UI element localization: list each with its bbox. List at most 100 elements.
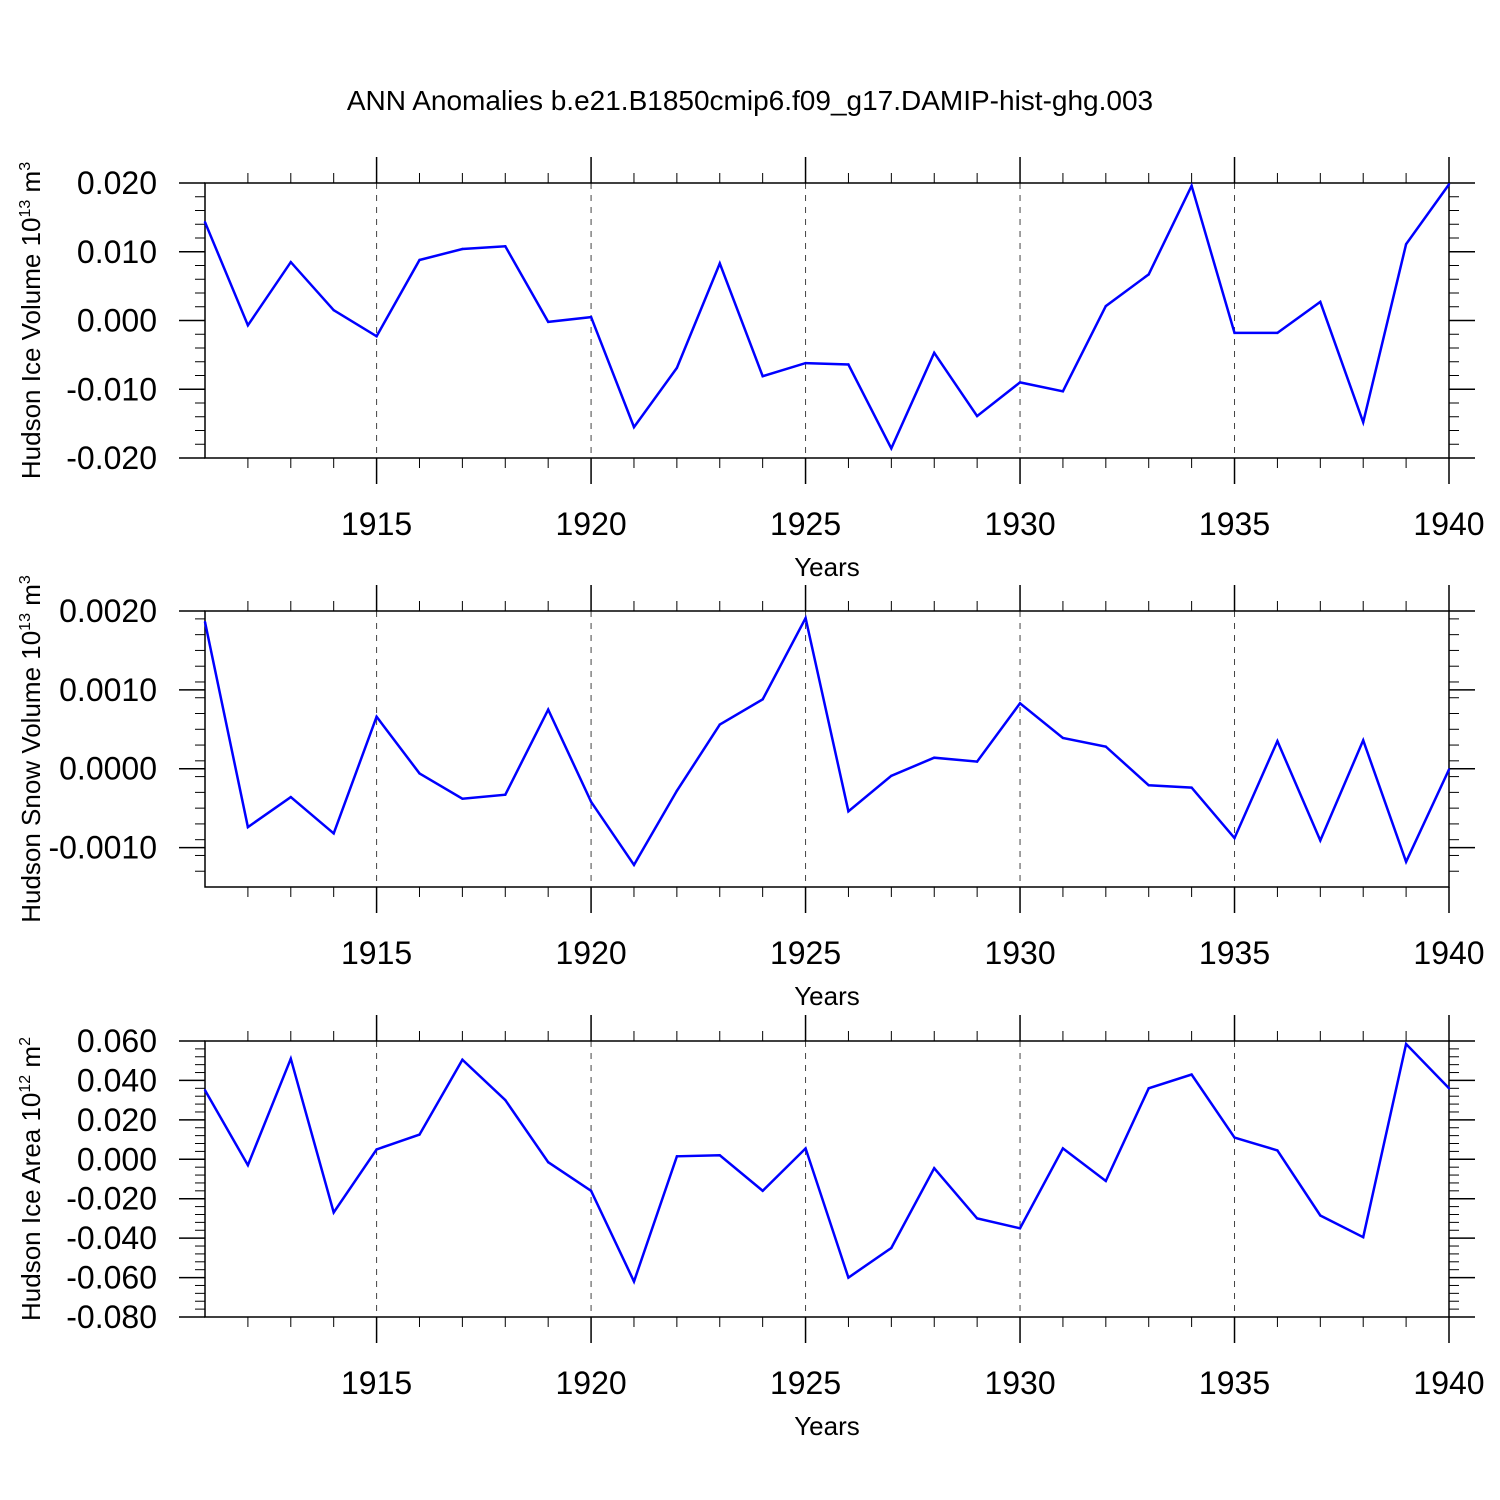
data-point bbox=[1190, 1073, 1193, 1076]
y-axis-label: Hudson Ice Area 1012 m2 bbox=[16, 1037, 46, 1321]
data-point bbox=[1190, 786, 1193, 789]
y-tick-label: -0.020 bbox=[66, 440, 157, 476]
x-tick-label: 1920 bbox=[555, 935, 626, 971]
data-point bbox=[461, 1058, 464, 1061]
data-point bbox=[1018, 702, 1022, 705]
data-point bbox=[332, 308, 335, 312]
data-point bbox=[1447, 1087, 1451, 1090]
data-point bbox=[847, 810, 850, 813]
data-point bbox=[375, 715, 378, 718]
series-line-snow-volume bbox=[203, 614, 1451, 868]
data-point bbox=[1319, 1214, 1322, 1217]
x-axis-label: Years bbox=[794, 552, 860, 582]
y-tick-label: 0.0010 bbox=[59, 672, 157, 708]
x-tick-label: 1935 bbox=[1199, 506, 1270, 542]
x-axis-label: Years bbox=[794, 981, 860, 1011]
data-point bbox=[675, 366, 679, 370]
y-tick-label: -0.040 bbox=[66, 1220, 157, 1256]
y-tick-label: 0.010 bbox=[77, 234, 157, 270]
data-point bbox=[1233, 836, 1236, 840]
data-point bbox=[632, 1280, 636, 1283]
data-point bbox=[890, 1246, 893, 1250]
data-point bbox=[546, 320, 550, 324]
data-point bbox=[332, 1211, 335, 1214]
data-point bbox=[1104, 745, 1108, 748]
y-tick-label: 0.0000 bbox=[59, 751, 157, 787]
plot-frame bbox=[204, 610, 1450, 888]
data-point bbox=[289, 1057, 292, 1060]
data-point bbox=[804, 616, 807, 620]
data-point bbox=[1147, 273, 1150, 276]
data-point bbox=[1104, 304, 1108, 308]
data-point bbox=[504, 1098, 507, 1102]
x-tick-label: 1915 bbox=[341, 1365, 412, 1401]
panel-ice-area: 1915 1920 1925 1930 1935 1940 Years -0.080-0.06… bbox=[16, 1015, 1485, 1441]
y-tick-label: 0.060 bbox=[77, 1023, 157, 1059]
data-point bbox=[1447, 183, 1451, 186]
data-point bbox=[289, 260, 292, 264]
data-point bbox=[975, 760, 979, 763]
x-tick-label: 1925 bbox=[770, 935, 841, 971]
y-tick-label: 0.000 bbox=[77, 1141, 157, 1177]
y-tick-label: 0.0020 bbox=[59, 593, 157, 629]
x-tick-label: 1930 bbox=[984, 1365, 1055, 1401]
data-point bbox=[933, 351, 936, 355]
y-tick-label: 0.020 bbox=[77, 1102, 157, 1138]
y-tick-label: 0.020 bbox=[77, 165, 157, 201]
y-tick-label: 0.040 bbox=[77, 1062, 157, 1098]
y-tick-label: -0.020 bbox=[66, 1181, 157, 1217]
data-point bbox=[375, 1148, 378, 1151]
data-point bbox=[761, 1189, 764, 1193]
y-tick-label: -0.060 bbox=[66, 1260, 157, 1296]
y-tick-label: -0.080 bbox=[66, 1299, 157, 1335]
data-point bbox=[1362, 1235, 1365, 1239]
x-tick-label: 1930 bbox=[984, 506, 1055, 542]
data-point bbox=[203, 220, 207, 224]
data-point bbox=[1147, 1087, 1150, 1090]
data-point bbox=[589, 315, 593, 319]
data-point bbox=[1018, 1227, 1022, 1230]
x-tick-label: 1925 bbox=[770, 506, 841, 542]
data-point bbox=[718, 262, 721, 265]
data-point bbox=[461, 797, 464, 800]
data-point bbox=[1319, 839, 1322, 842]
chart-title: ANN Anomalies b.e21.B1850cmip6.f09_g17.D… bbox=[347, 85, 1153, 116]
data-point bbox=[804, 361, 807, 365]
data-point bbox=[1061, 390, 1065, 393]
series-line-ice-volume bbox=[203, 182, 1451, 452]
data-point bbox=[461, 247, 464, 251]
x-axis-label: Years bbox=[794, 1411, 860, 1441]
data-point bbox=[1404, 860, 1408, 863]
data-point bbox=[804, 1147, 807, 1150]
data-point bbox=[718, 1154, 721, 1157]
x-tick-label: 1930 bbox=[984, 935, 1055, 971]
data-point bbox=[418, 258, 421, 262]
plot-frame bbox=[204, 182, 1450, 459]
data-point bbox=[1362, 739, 1365, 742]
y-axis-label: Hudson Snow Volume 1013 m3 bbox=[16, 575, 46, 923]
y-tick-label: -0.0010 bbox=[48, 830, 157, 866]
x-tick-label: 1940 bbox=[1413, 1365, 1484, 1401]
data-point bbox=[675, 1155, 679, 1158]
data-point bbox=[546, 1161, 550, 1164]
data-point bbox=[1061, 736, 1065, 740]
y-tick-label: 0.000 bbox=[77, 303, 157, 339]
data-point bbox=[847, 363, 850, 366]
x-tick-label: 1920 bbox=[555, 506, 626, 542]
x-tick-label: 1940 bbox=[1413, 506, 1484, 542]
data-point bbox=[546, 708, 550, 711]
data-point bbox=[890, 774, 893, 778]
data-point bbox=[1319, 300, 1322, 304]
data-point bbox=[375, 335, 378, 338]
data-point bbox=[1404, 1042, 1408, 1046]
data-point bbox=[632, 425, 636, 429]
data-point bbox=[890, 447, 893, 450]
x-tick-label: 1925 bbox=[770, 1365, 841, 1401]
data-point bbox=[1104, 1179, 1108, 1183]
data-point bbox=[933, 756, 936, 759]
data-point bbox=[1404, 242, 1408, 246]
data-point bbox=[246, 1164, 250, 1167]
data-point bbox=[1233, 1136, 1236, 1139]
data-point bbox=[675, 789, 679, 792]
